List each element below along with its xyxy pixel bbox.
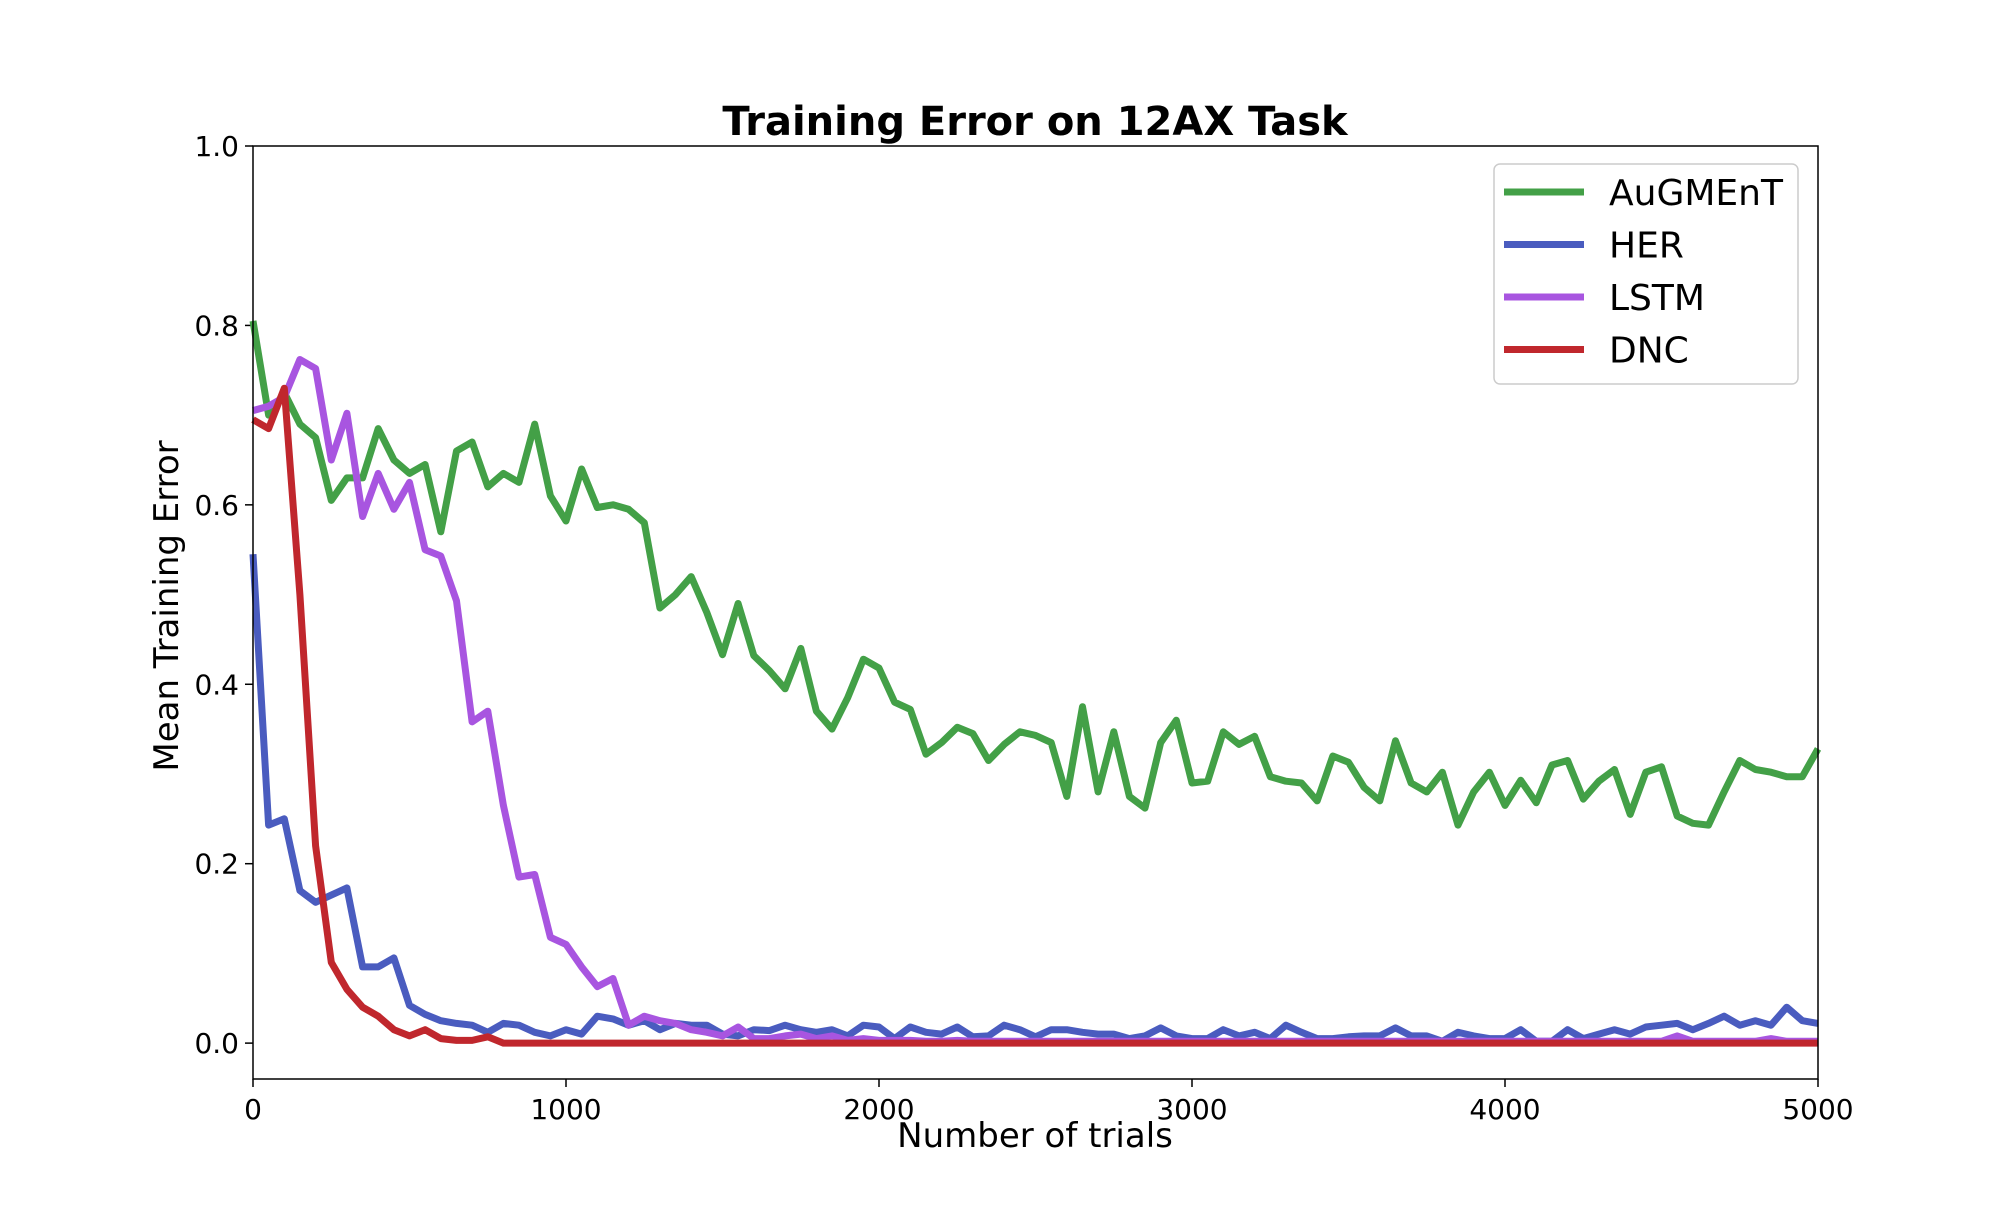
series-line-her xyxy=(249,553,1819,1045)
legend-box xyxy=(1493,163,1799,385)
legend-label: AuGMEnT xyxy=(1609,173,1784,214)
legend-label: HER xyxy=(1609,226,1684,267)
y-tick-label: 0.2 xyxy=(194,848,239,881)
series-line-dnc xyxy=(251,384,1818,1047)
x-tick-label: 2000 xyxy=(843,1093,914,1126)
y-tick-label: 0.6 xyxy=(194,489,239,522)
y-tick-label: 0.8 xyxy=(194,309,239,342)
legend-label: DNC xyxy=(1609,331,1689,372)
y-tick-label: 0.4 xyxy=(194,668,239,701)
x-tick-label: 0 xyxy=(244,1093,262,1126)
legend-label: LSTM xyxy=(1609,278,1705,319)
chart-title: Training Error on 12AX Task xyxy=(722,99,1349,145)
axis-ticks: 0 1000 2000 3000 4000 5000 0.0 0.2 0.4 0.6 0.8 1.0 xyxy=(194,130,1853,1126)
y-tick-label: 0.0 xyxy=(194,1027,239,1060)
x-axis-label: Number of trials xyxy=(897,1116,1173,1156)
series-line-augment xyxy=(249,320,1822,829)
series-line-lstm xyxy=(252,356,1818,1045)
legend: AuGMEnT HER LSTM DNC xyxy=(1493,163,1799,385)
plot-frame xyxy=(252,145,1819,1080)
x-tick-label: 3000 xyxy=(1156,1093,1227,1126)
y-tick-label: 1.0 xyxy=(194,130,239,163)
y-axis-label: Mean Training Error xyxy=(147,440,187,771)
x-tick-label: 1000 xyxy=(530,1093,601,1126)
x-tick-label: 5000 xyxy=(1782,1093,1853,1126)
x-tick-label: 4000 xyxy=(1469,1093,1540,1126)
series-lines xyxy=(249,320,1822,1047)
